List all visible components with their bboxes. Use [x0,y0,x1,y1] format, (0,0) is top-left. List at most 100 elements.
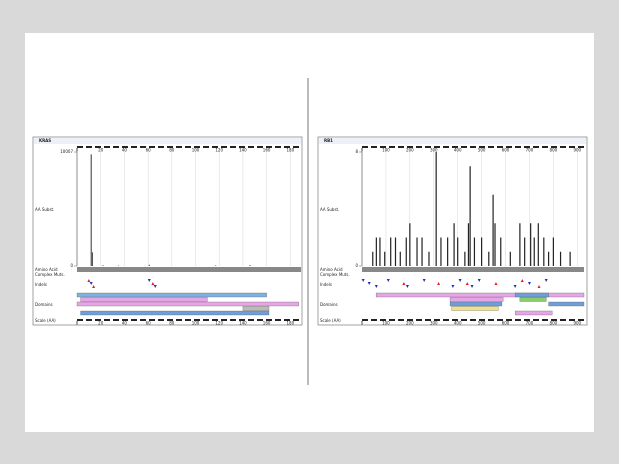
indel-marker [87,279,91,282]
x-tick-label: 80 [169,321,175,326]
indel-marker [544,279,548,282]
x-tick-label: 400 [454,321,462,326]
x-tick-label: 0 [76,321,79,326]
track-label: Scale (AA) [320,318,341,323]
bar [91,252,94,266]
domain [375,292,585,298]
y-tick-label: 0 [355,263,358,268]
y-axis-label: AA Subst. [320,207,339,212]
x-tick-label: 0 [361,148,364,153]
y-axis-label: AA Subst. [35,207,54,212]
indel-marker [422,279,426,282]
domain [519,297,547,302]
x-tick-label: 180 [287,148,295,153]
bar [481,237,483,266]
title-strip [319,138,586,144]
track-label: Indels [320,282,332,287]
bar [394,237,397,266]
bar [467,223,470,266]
indel-marker [458,279,462,282]
x-tick-label: 60 [146,148,152,153]
x-tick-label: 100 [382,321,390,326]
title-strip [34,138,301,144]
domain [76,301,299,307]
bar [543,237,545,266]
indel-marker [520,279,524,282]
domain [80,310,270,316]
bar [464,251,466,266]
bar [428,251,430,266]
track-label: Amino Acid [35,267,58,272]
x-tick-label: 800 [550,321,558,326]
track-label: Complex Muts. [35,272,65,277]
bar [416,237,418,266]
domain [449,301,503,307]
indel-marker [513,285,517,288]
chart-title: KRAS [39,138,51,143]
bar [249,265,251,266]
domain [548,301,585,307]
y-tick-label: 8 [355,149,358,154]
x-tick-label: 700 [526,148,534,153]
x-tick-label: 20 [98,148,104,153]
bar [500,237,502,266]
domain [449,297,504,302]
x-tick-label: 80 [169,148,175,153]
bar [435,152,437,266]
x-tick-label: 300 [430,148,438,153]
bar [457,237,459,266]
x-tick-label: 900 [573,148,581,153]
track-label: Domains [320,302,338,307]
indel-marker [367,282,371,285]
x-tick-label: 500 [478,148,486,153]
amino-acid-track [362,267,584,272]
x-tick-label: 600 [502,148,510,153]
indel-marker [494,282,498,285]
bar [559,251,562,266]
bar [375,237,377,266]
bar [492,194,494,266]
bar [447,237,449,266]
bar [509,251,511,266]
domain [76,292,267,298]
bar [390,237,392,266]
track-label: Complex Muts. [320,272,350,277]
track-label: Domains [35,302,53,307]
bar [569,251,571,266]
track-label: Scale (AA) [35,318,56,323]
indel-marker [386,279,390,282]
indel-marker [151,282,155,285]
bar [552,237,554,266]
domain [242,306,270,311]
amino-acid-track [77,267,301,272]
indel-marker [470,285,474,288]
x-tick-label: 100 [192,148,200,153]
x-tick-label: 140 [239,148,247,153]
indel-marker [437,282,441,285]
domain [514,310,553,316]
bar [405,237,407,266]
x-tick-label: 0 [361,321,364,326]
bar [399,251,401,266]
indel-marker [153,285,157,288]
x-tick-label: 40 [122,321,128,326]
indel-marker [92,285,96,288]
indel-marker [537,285,541,288]
y-tick-label: 0 [70,263,73,268]
x-tick-label: 800 [550,148,558,153]
bar [533,237,535,266]
bar [384,251,386,266]
bar [524,237,526,266]
x-tick-label: 40 [122,148,128,153]
chart-title: RB1 [324,138,333,143]
bar [372,251,374,266]
track-label: Amino Acid [320,267,343,272]
indel-marker [402,282,406,285]
x-tick-label: 0 [76,148,79,153]
bar [440,237,442,266]
domain [80,297,208,302]
domain [514,292,549,298]
x-tick-label: 100 [382,148,390,153]
